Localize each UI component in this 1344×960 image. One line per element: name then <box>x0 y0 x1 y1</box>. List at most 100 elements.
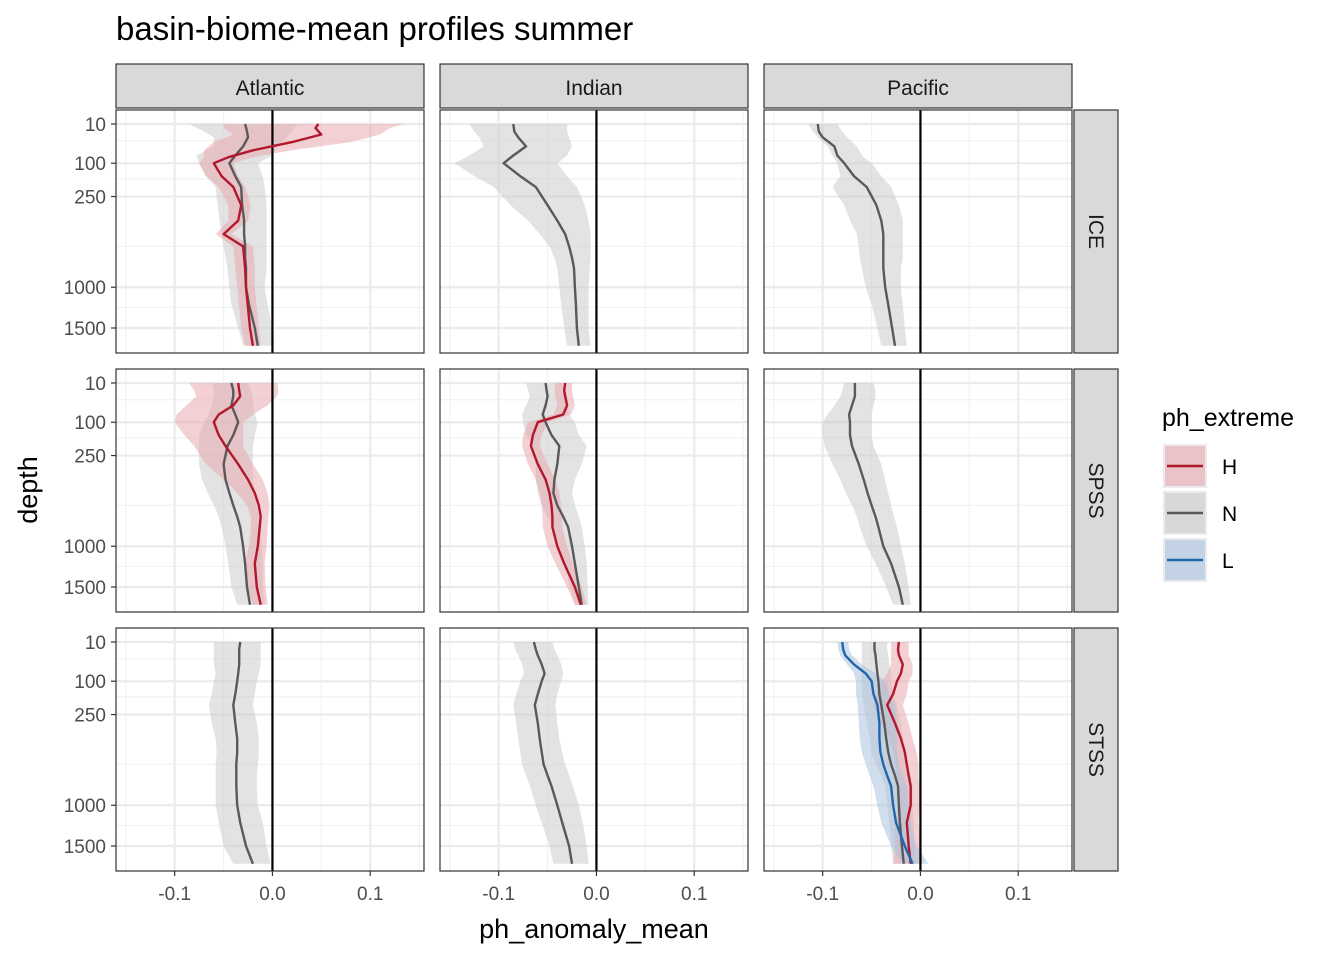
chart-title: basin-biome-mean profiles summer <box>116 10 633 47</box>
ribbon-H <box>174 383 279 605</box>
y-tick-label: 10 <box>85 115 106 136</box>
x-tick-label: 0.0 <box>907 884 933 905</box>
legend-label: H <box>1222 456 1237 479</box>
y-tick-label: 10 <box>85 374 106 395</box>
x-tick-label: 0.0 <box>259 884 285 905</box>
series-line-N <box>232 641 255 865</box>
panel-border <box>763 109 1073 354</box>
panel-background <box>764 110 1072 353</box>
series-line-N <box>816 123 897 346</box>
panel-pacific-spss <box>763 368 1073 613</box>
strip-label-indian: Indian <box>565 77 622 100</box>
panel-pacific-ice <box>763 109 1073 354</box>
strip-atlantic <box>115 63 425 109</box>
panel-pacific-stss: -0.1 0.0 0.1 <box>763 627 1073 905</box>
panel-indian-spss <box>439 368 749 613</box>
panel-border <box>439 627 749 872</box>
x-tick-label: 0.0 <box>583 884 609 905</box>
panel-border <box>115 368 425 613</box>
y-tick-label: 1000 <box>64 796 106 817</box>
y-tick-label: 1000 <box>64 278 106 299</box>
ribbon-H <box>199 124 405 346</box>
panel-background <box>116 369 424 612</box>
panel-data <box>454 110 598 353</box>
legend: ph_extreme H N L <box>1162 404 1294 582</box>
panel-data <box>822 369 922 612</box>
y-tick-label: 1500 <box>64 578 106 599</box>
panel-data <box>808 110 922 353</box>
series-line-H <box>529 382 582 606</box>
y-tick-label: 1000 <box>64 537 106 558</box>
ribbon-L <box>837 642 929 864</box>
legend-key-L: L <box>1163 538 1234 582</box>
strip-label-pacific: Pacific <box>887 77 949 100</box>
series-line-N <box>532 641 574 864</box>
y-tick-label: 250 <box>74 706 106 727</box>
panel-border <box>115 627 425 872</box>
x-tick-label: -0.1 <box>158 884 191 905</box>
series-line-L <box>841 641 914 865</box>
panel-border <box>763 368 1073 613</box>
x-axis-label: ph_anomaly_mean <box>479 914 709 944</box>
panel-data <box>522 369 598 612</box>
row-strip-label-stss: STSS <box>1084 722 1107 777</box>
x-tick-label: 0.1 <box>681 884 707 905</box>
legend-keys: H N L <box>1163 444 1237 582</box>
strip-label-atlantic: Atlantic <box>236 77 305 100</box>
panel-background <box>116 628 424 871</box>
series-line-N <box>873 642 905 864</box>
series-line-H <box>212 123 323 346</box>
y-tick-label: 250 <box>74 188 106 209</box>
legend-label: L <box>1222 550 1234 573</box>
ribbon-N <box>208 642 271 864</box>
legend-label: N <box>1222 503 1237 526</box>
panel-border <box>439 109 749 354</box>
panel-border <box>439 368 749 613</box>
panel-atlantic-spss: 10 100 250 1000 1500 <box>64 368 425 613</box>
panel-data <box>174 369 279 612</box>
panel-background <box>440 628 748 871</box>
y-tick-label: 1500 <box>64 837 106 858</box>
ribbon-N <box>454 124 591 346</box>
row-strip-stss <box>1073 627 1119 872</box>
y-tick-label: 100 <box>74 672 106 693</box>
panel-atlantic-stss: 10 100 250 1000 1500 -0.1 0.0 0.1 <box>64 627 425 905</box>
legend-title: ph_extreme <box>1162 404 1294 432</box>
legend-key-H: H <box>1163 444 1237 488</box>
x-tick-label: 0.1 <box>1005 884 1031 905</box>
panel-data <box>208 628 274 871</box>
row-strip-label-ice: ICE <box>1084 214 1107 249</box>
strip-pacific <box>763 63 1073 109</box>
x-tick-label: -0.1 <box>806 884 839 905</box>
series-line-N <box>847 383 904 606</box>
legend-key-N: N <box>1163 491 1237 535</box>
panel-data <box>189 110 405 353</box>
series-line-N <box>222 382 252 605</box>
ribbon-N <box>513 642 589 864</box>
panel-border <box>763 627 1073 872</box>
panel-data <box>837 628 929 871</box>
facet-panels: Atlantic Indian Pacific ICE SPSS STSS 10 100 250… <box>64 63 1119 905</box>
panel-background <box>764 369 1072 612</box>
series-line-H <box>212 382 262 606</box>
row-strip-label-spss: SPSS <box>1084 462 1107 518</box>
ribbon-N <box>808 124 907 346</box>
panel-background <box>440 369 748 612</box>
panel-indian-ice <box>439 109 749 354</box>
y-tick-label: 10 <box>85 633 106 654</box>
panel-indian-stss: -0.1 0.0 0.1 <box>439 627 749 905</box>
y-tick-label: 1500 <box>64 319 106 340</box>
series-line-N <box>541 382 583 605</box>
y-tick-label: 100 <box>74 413 106 434</box>
y-tick-label: 100 <box>74 154 106 175</box>
series-line-H <box>886 641 912 864</box>
y-tick-label: 250 <box>74 447 106 468</box>
x-tick-label: -0.1 <box>482 884 515 905</box>
x-tick-label: 0.1 <box>357 884 383 905</box>
strip-indian <box>439 63 749 109</box>
y-axis-label: depth <box>13 456 43 524</box>
panel-atlantic-ice: 10 100 250 1000 1500 <box>64 109 425 354</box>
row-strip-spss <box>1073 368 1119 613</box>
panel-data <box>513 628 598 871</box>
